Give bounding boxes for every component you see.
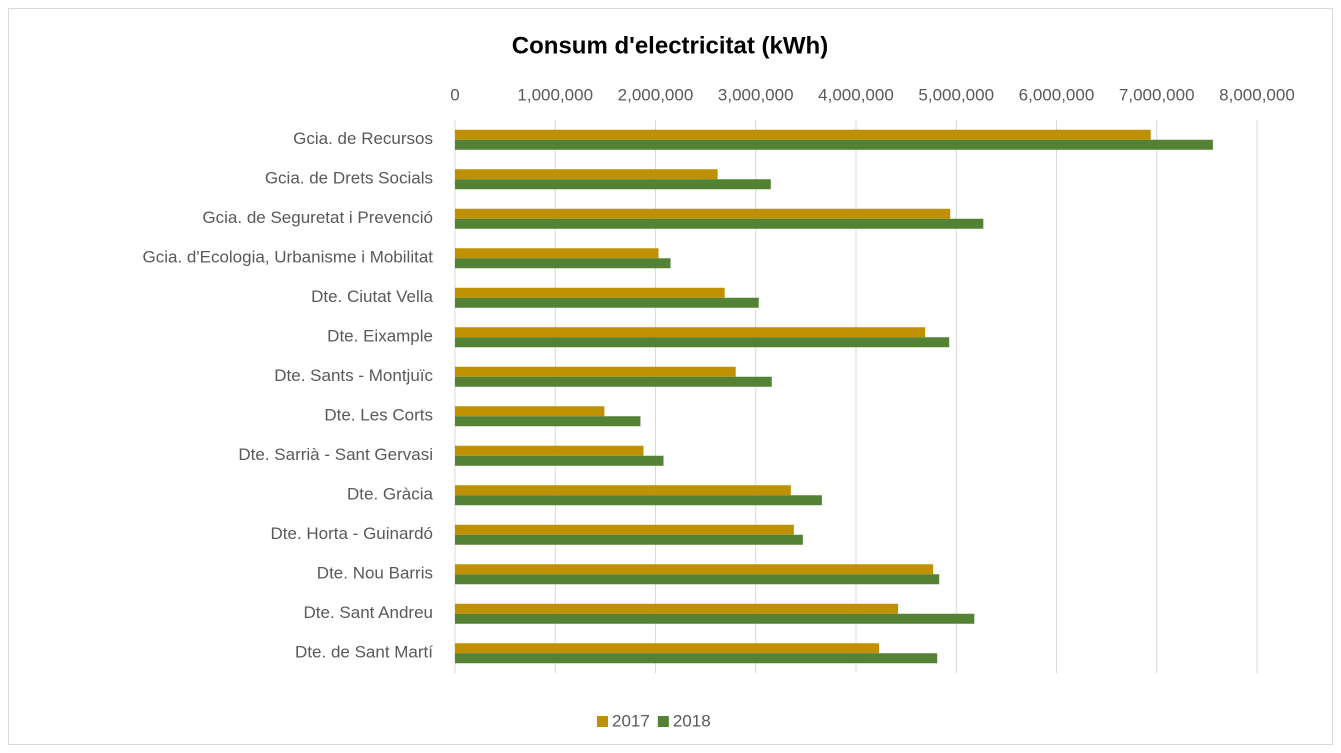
y-tick-label: Gcia. de Recursos xyxy=(293,129,433,148)
bar xyxy=(455,297,759,308)
y-tick-label: Dte. Gràcia xyxy=(347,485,434,504)
bar xyxy=(455,485,791,496)
bar xyxy=(455,603,899,614)
bar xyxy=(455,406,605,417)
bar xyxy=(455,218,984,229)
y-tick-label: Dte. Eixample xyxy=(327,327,433,346)
bar xyxy=(455,337,950,348)
y-tick-label: Dte. Les Corts xyxy=(324,406,433,425)
bar xyxy=(455,643,880,654)
bar xyxy=(455,327,926,338)
x-tick-label: 5,000,000 xyxy=(918,85,994,104)
bar xyxy=(455,366,736,377)
bar xyxy=(455,129,1151,140)
bar xyxy=(455,653,938,664)
y-tick-label: Dte. de Sant Martí xyxy=(295,643,433,662)
x-tick-label: 4,000,000 xyxy=(818,85,894,104)
bar xyxy=(455,455,664,466)
bar xyxy=(455,139,1213,150)
x-tick-label: 7,000,000 xyxy=(1119,85,1195,104)
bar xyxy=(455,248,659,259)
x-tick-label: 2,000,000 xyxy=(618,85,694,104)
y-tick-label: Dte. Sant Andreu xyxy=(304,603,433,622)
bar xyxy=(455,208,951,219)
x-tick-label: 0 xyxy=(450,85,459,104)
bar xyxy=(455,534,803,545)
y-tick-label: Dte. Sarrià - Sant Gervasi xyxy=(238,445,433,464)
bar xyxy=(455,376,772,387)
bar xyxy=(455,524,794,535)
bar xyxy=(455,613,975,624)
bar xyxy=(455,169,718,180)
x-tick-label: 1,000,000 xyxy=(517,85,593,104)
bar xyxy=(455,574,940,585)
y-tick-label: Dte. Sants - Montjuïc xyxy=(274,366,433,385)
x-tick-label: 8,000,000 xyxy=(1219,85,1295,104)
legend-label: 2018 xyxy=(673,711,711,730)
y-tick-label: Gcia. d'Ecologia, Urbanisme i Mobilitat xyxy=(143,248,434,267)
legend-swatch xyxy=(657,716,669,727)
x-tick-label: 3,000,000 xyxy=(718,85,794,104)
y-tick-label: Gcia. de Drets Socials xyxy=(265,169,433,188)
bar xyxy=(455,495,822,506)
y-tick-label: Gcia. de Seguretat i Prevenció xyxy=(202,208,433,227)
y-tick-label: Dte. Ciutat Vella xyxy=(311,287,433,306)
bar xyxy=(455,416,641,427)
legend-swatch xyxy=(597,716,608,727)
bar xyxy=(455,258,671,269)
legend-label: 2017 xyxy=(612,711,650,730)
y-tick-label: Dte. Horta - Guinardó xyxy=(270,524,433,543)
bar xyxy=(455,287,725,298)
y-tick-label: Dte. Nou Barris xyxy=(317,564,433,583)
x-tick-label: 6,000,000 xyxy=(1019,85,1095,104)
bar xyxy=(455,179,771,190)
bar xyxy=(455,564,934,575)
bar xyxy=(455,445,644,456)
chart-title: Consum d'electricitat (kWh) xyxy=(512,32,828,59)
